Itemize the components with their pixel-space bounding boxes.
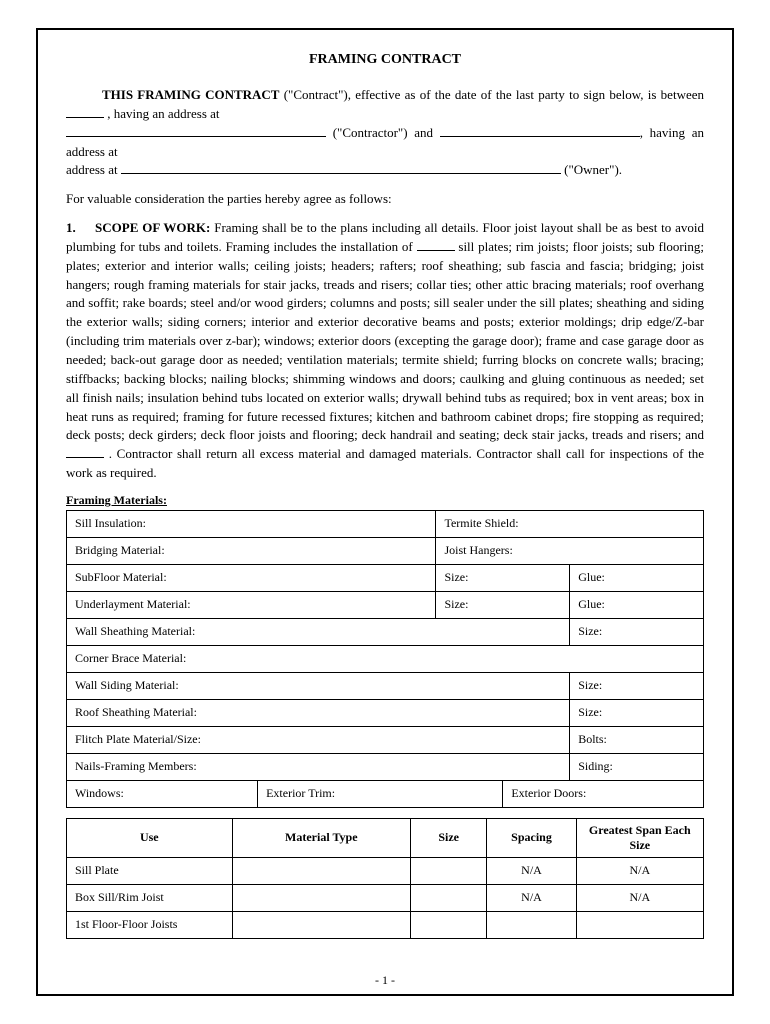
- intro-text5: ("Owner").: [561, 162, 622, 177]
- section-1-body2: sill plates; rim joists; floor joists; s…: [66, 239, 704, 442]
- table-row: Corner Brace Material:: [67, 645, 704, 672]
- use-header-spacing: Spacing: [487, 818, 576, 857]
- material-cell[interactable]: [232, 884, 410, 911]
- table-row: Nails-Framing Members: Siding:: [67, 753, 704, 780]
- table-row: Bridging Material: Joist Hangers:: [67, 537, 704, 564]
- cell-termite-shield[interactable]: Termite Shield:: [436, 510, 704, 537]
- cell-exterior-doors[interactable]: Exterior Doors:: [503, 780, 704, 807]
- table-row: Underlayment Material: Size: Glue:: [67, 591, 704, 618]
- section-1-body3: . Contractor shall return all excess mat…: [66, 446, 704, 480]
- cell-subfloor[interactable]: SubFloor Material:: [67, 564, 436, 591]
- table-row: Windows: Exterior Trim: Exterior Doors:: [67, 780, 704, 807]
- intro-paragraph: THIS FRAMING CONTRACT ("Contract"), effe…: [66, 86, 704, 180]
- cell-windows[interactable]: Windows:: [67, 780, 258, 807]
- section-1-head: SCOPE OF WORK:: [95, 220, 210, 235]
- size-cell[interactable]: [410, 911, 486, 938]
- use-header-span: Greatest Span Each Size: [576, 818, 703, 857]
- page: FRAMING CONTRACT THIS FRAMING CONTRACT (…: [0, 0, 770, 1024]
- cell-wall-siding-size[interactable]: Size:: [570, 672, 704, 699]
- spacing-cell[interactable]: [487, 911, 576, 938]
- cell-underlayment-size[interactable]: Size:: [436, 591, 570, 618]
- cell-sill-insulation[interactable]: Sill Insulation:: [67, 510, 436, 537]
- blank-party1[interactable]: [66, 117, 104, 118]
- cell-corner-brace[interactable]: Corner Brace Material:: [67, 645, 704, 672]
- use-header-use: Use: [67, 818, 233, 857]
- size-cell[interactable]: [410, 857, 486, 884]
- use-header-material: Material Type: [232, 818, 410, 857]
- blank-contractor-address[interactable]: [66, 136, 326, 137]
- cell-nails-framing[interactable]: Nails-Framing Members:: [67, 753, 570, 780]
- cell-subfloor-glue[interactable]: Glue:: [570, 564, 704, 591]
- table-row: Sill Insulation: Termite Shield:: [67, 510, 704, 537]
- use-cell[interactable]: 1st Floor-Floor Joists: [67, 911, 233, 938]
- materials-table: Sill Insulation: Termite Shield: Bridgin…: [66, 510, 704, 808]
- section-1: 1. SCOPE OF WORK: Framing shall be to th…: [66, 219, 704, 483]
- consideration-para: For valuable consideration the parties h…: [66, 190, 704, 209]
- table-row: Wall Sheathing Material: Size:: [67, 618, 704, 645]
- spacing-cell[interactable]: N/A: [487, 857, 576, 884]
- cell-roof-sheathing[interactable]: Roof Sheathing Material:: [67, 699, 570, 726]
- page-number: - 1 -: [38, 973, 732, 988]
- cell-roof-sheathing-size[interactable]: Size:: [570, 699, 704, 726]
- use-cell[interactable]: Box Sill/Rim Joist: [67, 884, 233, 911]
- cell-wall-sheathing[interactable]: Wall Sheathing Material:: [67, 618, 570, 645]
- table-row: Roof Sheathing Material: Size:: [67, 699, 704, 726]
- cell-siding[interactable]: Siding:: [570, 753, 704, 780]
- table-row: SubFloor Material: Size: Glue:: [67, 564, 704, 591]
- blank-and-other[interactable]: [66, 457, 104, 458]
- cell-underlayment[interactable]: Underlayment Material:: [67, 591, 436, 618]
- table-row: Flitch Plate Material/Size: Bolts:: [67, 726, 704, 753]
- cell-wall-siding[interactable]: Wall Siding Material:: [67, 672, 570, 699]
- document-border: FRAMING CONTRACT THIS FRAMING CONTRACT (…: [36, 28, 734, 996]
- materials-heading: Framing Materials:: [66, 493, 704, 508]
- cell-wall-sheathing-size[interactable]: Size:: [570, 618, 704, 645]
- cell-flitch-plate[interactable]: Flitch Plate Material/Size:: [67, 726, 570, 753]
- table-row: Sill Plate N/A N/A: [67, 857, 704, 884]
- intro-lead: THIS FRAMING CONTRACT: [102, 87, 279, 102]
- span-cell[interactable]: N/A: [576, 884, 703, 911]
- use-table-header-row: Use Material Type Size Spacing Greatest …: [67, 818, 704, 857]
- section-1-num: 1.: [66, 220, 76, 235]
- cell-joist-hangers[interactable]: Joist Hangers:: [436, 537, 704, 564]
- table-row: Wall Siding Material: Size:: [67, 672, 704, 699]
- span-cell[interactable]: N/A: [576, 857, 703, 884]
- table-row: 1st Floor-Floor Joists: [67, 911, 704, 938]
- material-cell[interactable]: [232, 911, 410, 938]
- intro-text2: , having an address at: [104, 106, 220, 121]
- material-cell[interactable]: [232, 857, 410, 884]
- cell-underlayment-glue[interactable]: Glue:: [570, 591, 704, 618]
- intro-text3: ("Contractor") and: [326, 125, 440, 140]
- intro-text1: ("Contract"), effective as of the date o…: [279, 87, 704, 102]
- use-table: Use Material Type Size Spacing Greatest …: [66, 818, 704, 939]
- spacing-cell[interactable]: N/A: [487, 884, 576, 911]
- size-cell[interactable]: [410, 884, 486, 911]
- cell-subfloor-size[interactable]: Size:: [436, 564, 570, 591]
- cell-flitch-bolts[interactable]: Bolts:: [570, 726, 704, 753]
- use-header-size: Size: [410, 818, 486, 857]
- use-cell[interactable]: Sill Plate: [67, 857, 233, 884]
- table-row: Box Sill/Rim Joist N/A N/A: [67, 884, 704, 911]
- blank-owner-address[interactable]: [121, 173, 561, 174]
- blank-sill-plates[interactable]: [417, 250, 455, 251]
- document-title: FRAMING CONTRACT: [66, 52, 704, 68]
- cell-bridging[interactable]: Bridging Material:: [67, 537, 436, 564]
- span-cell[interactable]: [576, 911, 703, 938]
- cell-exterior-trim[interactable]: Exterior Trim:: [258, 780, 503, 807]
- blank-owner-name[interactable]: [440, 136, 640, 137]
